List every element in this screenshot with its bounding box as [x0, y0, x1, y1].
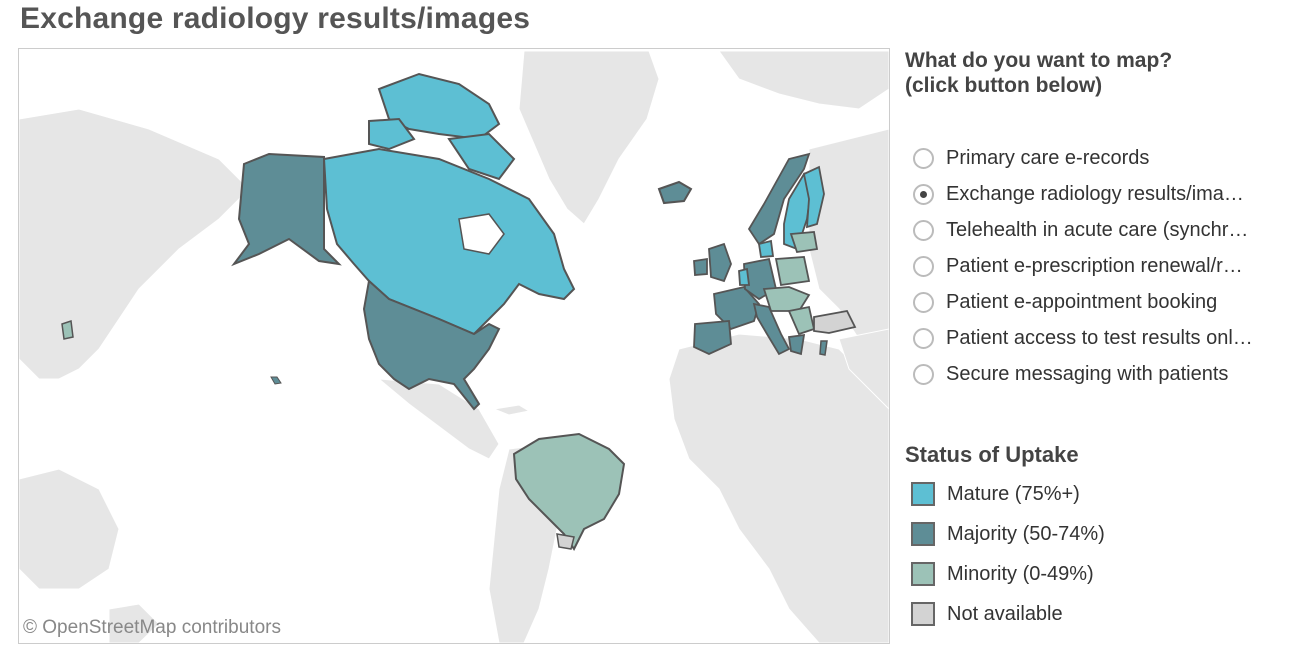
- panel-heading-line2: (click button below): [905, 74, 1103, 97]
- legend-item-majority[interactable]: Majority (50-74%): [905, 514, 1105, 554]
- country-canada[interactable]: [322, 72, 576, 336]
- world-map[interactable]: [19, 49, 889, 643]
- map-attribution: © OpenStreetMap contributors: [23, 617, 281, 638]
- option-label: Patient e-appointment booking: [946, 290, 1218, 313]
- option-primary-care-e-records[interactable]: Primary care e-records: [913, 140, 1286, 176]
- option-patient-e-prescription[interactable]: Patient e-prescription renewal/r…: [913, 248, 1286, 284]
- option-label: Exchange radiology results/ima…: [946, 182, 1244, 205]
- legend-swatch: [911, 562, 935, 586]
- legend-item-not-available[interactable]: Not available: [905, 594, 1105, 634]
- radio-button[interactable]: [913, 291, 934, 313]
- legend-swatch: [911, 482, 935, 506]
- country-south-korea[interactable]: [61, 319, 74, 340]
- country-israel[interactable]: [819, 340, 828, 356]
- legend-swatch: [911, 602, 935, 626]
- legend-item-minority[interactable]: Minority (0-49%): [905, 554, 1105, 594]
- country-uruguay[interactable]: [556, 533, 575, 550]
- control-panel: What do you want to map? (click button b…: [905, 48, 1300, 626]
- legend-swatch: [911, 522, 935, 546]
- country-united-states[interactable]: [362, 279, 501, 411]
- legend-item-mature[interactable]: Mature (75%+): [905, 474, 1105, 514]
- option-secure-messaging[interactable]: Secure messaging with patients: [913, 356, 1286, 392]
- country-brazil[interactable]: [512, 432, 626, 551]
- radio-button[interactable]: [913, 147, 934, 169]
- radio-button-selected[interactable]: [913, 183, 934, 205]
- panel-heading-line1: What do you want to map?: [905, 49, 1173, 72]
- legend-title: Status of Uptake: [905, 442, 1079, 467]
- region-europe[interactable]: [693, 152, 857, 356]
- legend-label: Minority (0-49%): [947, 562, 1094, 585]
- radio-button[interactable]: [913, 255, 934, 277]
- option-patient-e-appointment[interactable]: Patient e-appointment booking: [913, 284, 1286, 320]
- radio-button[interactable]: [913, 363, 934, 385]
- map-view[interactable]: © OpenStreetMap contributors: [18, 48, 890, 644]
- option-label: Secure messaging with patients: [946, 362, 1229, 385]
- radio-button[interactable]: [913, 219, 934, 241]
- legend-label: Not available: [947, 602, 1063, 625]
- option-exchange-radiology[interactable]: Exchange radiology results/ima…: [913, 176, 1286, 212]
- map-measure-options: Primary care e-records Exchange radiolog…: [913, 140, 1286, 392]
- option-label: Patient e-prescription renewal/r…: [946, 254, 1243, 277]
- option-label: Primary care e-records: [946, 146, 1150, 169]
- country-iceland[interactable]: [657, 180, 693, 205]
- legend: Status of Uptake Mature (75%+) Majority …: [905, 442, 1105, 634]
- radio-button[interactable]: [913, 327, 934, 349]
- option-patient-test-results[interactable]: Patient access to test results onl…: [913, 320, 1286, 356]
- option-label: Telehealth in acute care (synchr…: [946, 218, 1249, 241]
- country-alaska[interactable]: [231, 152, 342, 267]
- country-hawaii[interactable]: [270, 376, 282, 385]
- option-telehealth-acute-care[interactable]: Telehealth in acute care (synchr…: [913, 212, 1286, 248]
- page-title: Exchange radiology results/images: [20, 2, 531, 35]
- legend-label: Majority (50-74%): [947, 522, 1105, 545]
- legend-label: Mature (75%+): [947, 482, 1080, 505]
- option-label: Patient access to test results onl…: [946, 326, 1253, 349]
